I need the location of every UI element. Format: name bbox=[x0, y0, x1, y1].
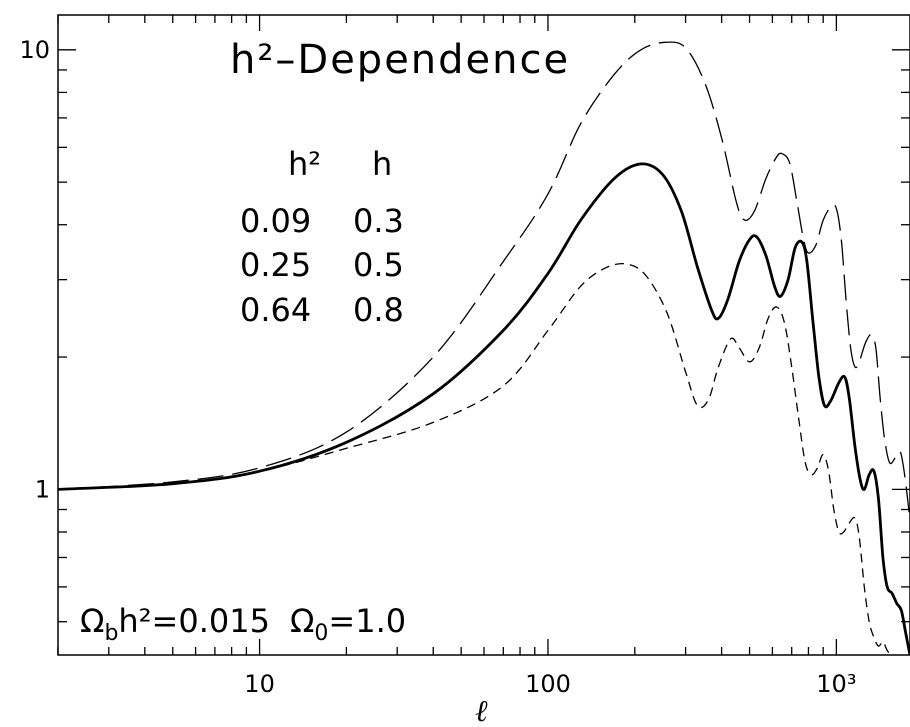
x-tick-label: 10³ bbox=[816, 670, 856, 698]
series-line-solid bbox=[58, 162, 910, 655]
x-tick-label: 100 bbox=[525, 670, 571, 698]
y-tick-label: 1 bbox=[35, 475, 50, 503]
omega-0-symbol: Ω bbox=[290, 602, 314, 640]
axis-tick-labels: 10 100 10³ 1 10 bbox=[19, 36, 856, 698]
omega-b-symbol: Ω bbox=[80, 602, 104, 640]
legend-table: h² h 0.09 0.3 0.25 0.5 0.64 0.8 bbox=[240, 145, 404, 329]
legend-row-2-h: 0.5 bbox=[353, 246, 404, 284]
legend-header-h: h bbox=[372, 145, 392, 183]
chart-title: h²–Dependence bbox=[230, 37, 570, 83]
omega-b-value: h²=0.015 bbox=[118, 602, 270, 640]
plot-frame bbox=[57, 14, 910, 656]
series-layer bbox=[58, 41, 910, 655]
y-tick-label: 10 bbox=[19, 36, 50, 64]
series-line-short-dash bbox=[58, 263, 892, 655]
legend-row-1-h2: 0.09 bbox=[240, 202, 311, 240]
parameter-annotation: Ωbh²=0.015 Ω0=1.0 bbox=[80, 602, 406, 646]
x-tick-label: 10 bbox=[244, 670, 275, 698]
legend-row-3-h: 0.8 bbox=[353, 291, 404, 329]
omega-0-subscript: 0 bbox=[314, 621, 328, 646]
legend-header-h2: h² bbox=[288, 145, 321, 183]
x-axis-label: ℓ bbox=[475, 694, 488, 727]
series-line-long-dash bbox=[58, 41, 910, 521]
axis-ticks bbox=[57, 15, 910, 655]
legend-row-1-h: 0.3 bbox=[353, 202, 404, 240]
omega-b-subscript: b bbox=[104, 621, 118, 646]
omega-0-value: =1.0 bbox=[328, 602, 406, 640]
legend-row-3-h2: 0.64 bbox=[240, 291, 311, 329]
legend-row-2-h2: 0.25 bbox=[240, 246, 311, 284]
